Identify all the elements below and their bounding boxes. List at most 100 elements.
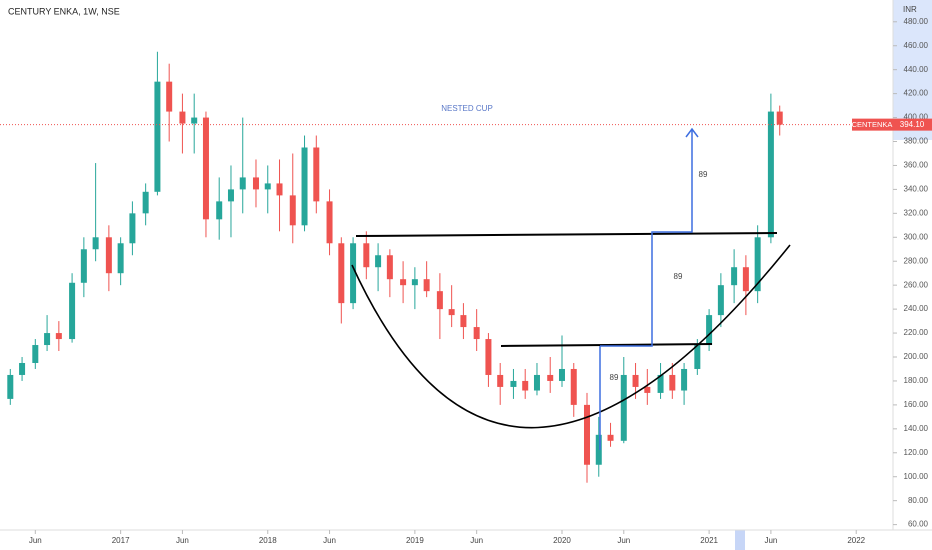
candle-body <box>227 189 234 202</box>
candle-body <box>55 333 62 340</box>
candle-body <box>436 291 443 310</box>
candle-body <box>239 177 246 190</box>
candle-body <box>363 243 370 268</box>
candle-body <box>202 117 209 220</box>
candle-body <box>632 374 639 387</box>
y-tick-label: 220.00 <box>904 328 929 337</box>
candle-body <box>32 345 39 363</box>
y-tick-label: 420.00 <box>904 89 929 98</box>
candle-body <box>767 111 774 238</box>
plot <box>0 21 897 534</box>
candle-body <box>731 267 738 286</box>
candle-body <box>522 380 529 391</box>
candle-body <box>191 117 198 124</box>
candle-body <box>289 195 296 226</box>
candle-body <box>694 345 701 369</box>
candle-body <box>400 279 407 286</box>
annotation: 89 <box>699 170 708 179</box>
candle-body <box>117 243 124 274</box>
annotation: 89 <box>610 373 619 382</box>
candle-body <box>142 191 149 214</box>
candle-body <box>558 368 565 381</box>
annotation: NESTED CUP <box>441 104 493 113</box>
candle-body <box>681 368 688 391</box>
candle-body <box>338 243 345 304</box>
candle-body <box>423 279 430 292</box>
candle-body <box>497 374 504 387</box>
y-tick-label: 340.00 <box>904 185 929 194</box>
candle-body <box>301 147 308 226</box>
measure-lines <box>599 127 699 450</box>
y-tick-label: 480.00 <box>904 17 929 26</box>
candle-body <box>252 177 259 190</box>
cup-curve <box>351 244 791 429</box>
x-tick-label: 2019 <box>406 536 424 545</box>
candle-body <box>620 374 627 441</box>
candle-body <box>216 201 223 220</box>
y-tick-label: 80.00 <box>908 496 929 505</box>
x-tick-label: Jun <box>764 536 777 545</box>
chart-title: CENTURY ENKA, 1W, NSE <box>8 6 120 16</box>
y-tick-label: 360.00 <box>904 161 929 170</box>
y-tick-label: 400.00 <box>904 113 929 122</box>
axis-highlight <box>735 530 745 550</box>
candle-body <box>776 111 783 125</box>
candle-body <box>448 309 455 316</box>
candle-body <box>44 333 51 346</box>
x-tick-label: 2018 <box>259 536 277 545</box>
x-tick-label: 2021 <box>700 536 718 545</box>
candle-body <box>276 183 283 196</box>
candle-body <box>547 374 554 381</box>
trend-line <box>500 343 713 347</box>
x-tick-label: Jun <box>176 536 189 545</box>
y-tick-label: 300.00 <box>904 232 929 241</box>
currency: INR <box>903 5 917 14</box>
candle-body <box>313 147 320 202</box>
candle-body <box>644 386 651 393</box>
y-tick-label: 440.00 <box>904 65 929 74</box>
candle-body <box>105 237 112 274</box>
y-tick-label: 140.00 <box>904 424 929 433</box>
y-tick-label: 260.00 <box>904 280 929 289</box>
price-tag-label: 394.10 <box>900 120 925 129</box>
candle-body <box>80 249 87 283</box>
y-tick-label: 100.00 <box>904 472 929 481</box>
candle-body <box>375 255 382 268</box>
candle-body <box>583 404 590 465</box>
candle-body <box>154 81 161 192</box>
candle-body <box>92 237 99 250</box>
y-tick-label: 160.00 <box>904 400 929 409</box>
y-tick-label: 240.00 <box>904 304 929 313</box>
candle-body <box>669 374 676 391</box>
y-tick-label: 460.00 <box>904 41 929 50</box>
candle-body <box>717 285 724 316</box>
candle-body <box>129 213 136 244</box>
candle-body <box>69 282 76 340</box>
x-tick-label: Jun <box>29 536 42 545</box>
candle-body <box>595 434 602 465</box>
candle-body <box>706 315 713 346</box>
y-tick-label: 380.00 <box>904 137 929 146</box>
axis-highlight <box>893 0 932 140</box>
y-tick-label: 60.00 <box>908 520 929 529</box>
candle-body <box>19 362 26 375</box>
x-tick-label: Jun <box>470 536 483 545</box>
candle-body <box>166 81 173 112</box>
candle-body <box>754 237 761 292</box>
candle-body <box>607 434 614 441</box>
candle-body <box>460 315 467 328</box>
y-tick-label: 320.00 <box>904 208 929 217</box>
candle-body <box>326 201 333 244</box>
candle-body <box>7 374 14 399</box>
y-tick-label: 120.00 <box>904 448 929 457</box>
candle-body <box>485 339 492 375</box>
candle-body <box>350 243 357 304</box>
symbol-label: CENTENKA <box>852 120 893 129</box>
x-tick-label: 2022 <box>847 536 865 545</box>
symbol-tag <box>852 118 893 131</box>
candle-body <box>742 267 749 292</box>
y-tick-label: 280.00 <box>904 256 929 265</box>
candle-body <box>473 327 480 340</box>
candle-body <box>179 111 186 124</box>
